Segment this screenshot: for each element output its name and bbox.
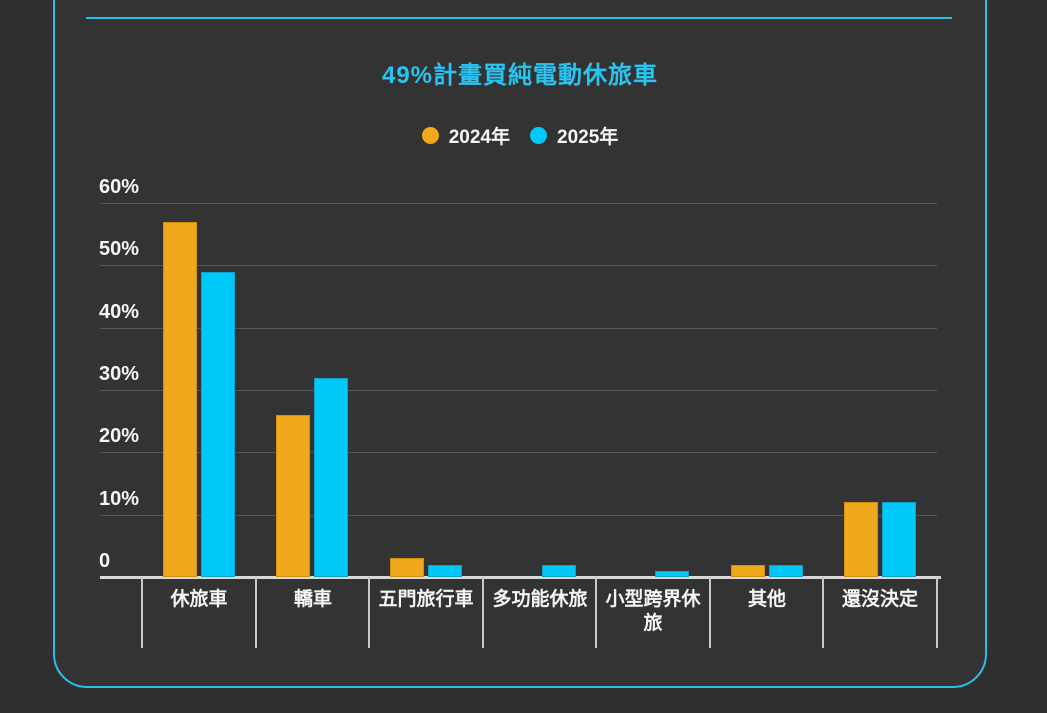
top-accent-line [86, 17, 952, 19]
legend-item-2025: 2025年 [530, 122, 618, 149]
legend-item-2024: 2024年 [421, 122, 510, 149]
chart-legend: 2024年 2025年 [53, 122, 987, 149]
chart-title: 49%計畫買純電動休旅車 [381, 62, 659, 89]
legend-dot-2025-icon [530, 127, 547, 144]
legend-dot-2024-icon [421, 127, 439, 144]
card-panel [53, 0, 987, 688]
legend-label-2024: 2024年 [448, 127, 510, 148]
legend-label-2025: 2025年 [557, 127, 619, 148]
